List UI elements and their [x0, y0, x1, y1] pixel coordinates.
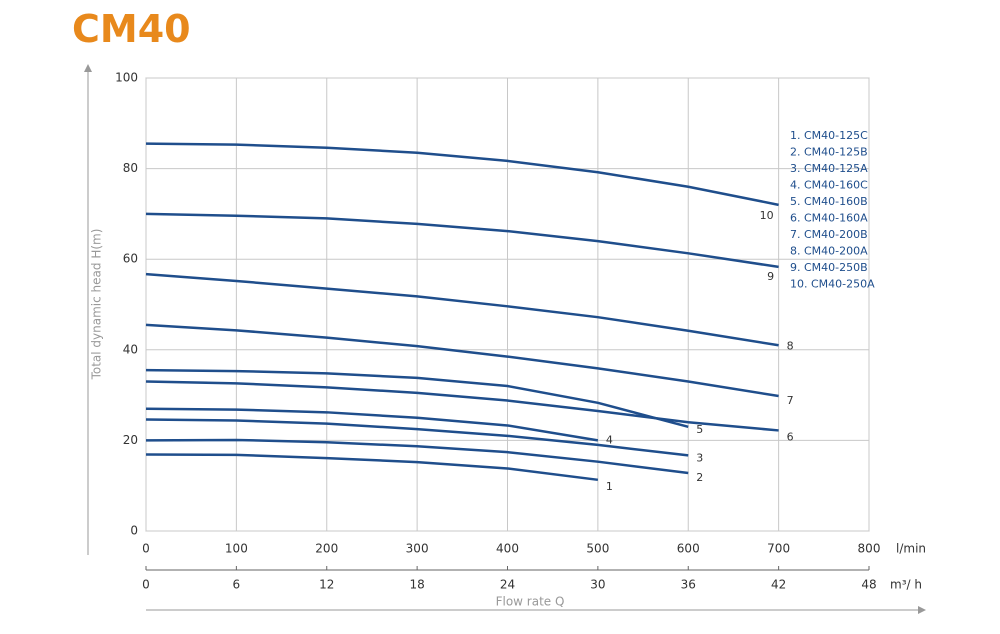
x-unit: l/min — [896, 542, 926, 556]
x2-tick-label: 36 — [681, 578, 696, 592]
legend-entry: 3. CM40-125A — [790, 162, 868, 175]
x-tick-label: 700 — [767, 542, 790, 556]
x-axis-label: Flow rate Q — [496, 595, 565, 609]
x-tick-label: 500 — [586, 542, 609, 556]
curve — [145, 212, 779, 269]
x2-tick-label: 24 — [500, 578, 515, 592]
x-tick-label: 0 — [142, 542, 150, 556]
legend-entry: 6. CM40-160A — [790, 212, 868, 225]
x-tick-label: 200 — [315, 542, 338, 556]
curve — [145, 418, 689, 457]
x2-tick-label: 42 — [771, 578, 786, 592]
x2-unit: m³/ h — [890, 578, 922, 592]
y-tick-label: 20 — [123, 433, 138, 447]
legend-entry: 2. CM40-125B — [790, 146, 868, 159]
curve — [145, 142, 779, 207]
x2-tick-label: 48 — [861, 578, 876, 592]
y-tick-label: 40 — [123, 342, 138, 356]
y-tick-label: 80 — [123, 161, 138, 175]
y-tick-label: 0 — [130, 524, 138, 538]
legend-entry: 8. CM40-200A — [790, 245, 868, 258]
chart-title: CM40 — [72, 7, 191, 51]
curve-label: 8 — [787, 339, 794, 352]
curve — [145, 453, 599, 482]
x-tick-label: 300 — [406, 542, 429, 556]
curve-label: 2 — [696, 471, 703, 484]
legend-entry: 5. CM40-160B — [790, 195, 868, 208]
legend-entry: 9. CM40-250B — [790, 261, 868, 274]
y-tick-label: 60 — [123, 252, 138, 266]
x2-tick-label: 0 — [142, 578, 150, 592]
curve — [145, 272, 779, 347]
x-tick-label: 400 — [496, 542, 519, 556]
legend-entry: 1. CM40-125C — [790, 129, 868, 142]
legend-entry: 10. CM40-250A — [790, 278, 875, 291]
curve-label: 5 — [696, 423, 703, 436]
curve-label: 7 — [787, 394, 794, 407]
legend-entry: 4. CM40-160C — [790, 179, 868, 192]
legend-entry: 7. CM40-200B — [790, 228, 868, 241]
y-axis-label: Total dynamic head H(m) — [90, 229, 104, 381]
curve-label: 3 — [696, 451, 703, 464]
x2-tick-label: 30 — [590, 578, 605, 592]
x2-tick-label: 12 — [319, 578, 334, 592]
curve-label: 1 — [606, 480, 613, 493]
curve — [145, 323, 779, 398]
curve — [145, 438, 689, 475]
x-tick-label: 100 — [225, 542, 248, 556]
x-arrow-head — [918, 606, 926, 614]
x2-tick-label: 18 — [409, 578, 424, 592]
x2-tick-label: 6 — [233, 578, 241, 592]
x-tick-label: 600 — [677, 542, 700, 556]
curve — [145, 368, 689, 429]
curve-label: 10 — [760, 209, 774, 222]
x-tick-label: 800 — [858, 542, 881, 556]
curve-label: 6 — [787, 430, 794, 443]
y-arrow-head — [84, 64, 92, 72]
curve-label: 9 — [767, 270, 774, 283]
y-tick-label: 100 — [115, 71, 138, 85]
curve — [145, 407, 599, 442]
curve — [145, 380, 779, 432]
curve-label: 4 — [606, 433, 613, 446]
